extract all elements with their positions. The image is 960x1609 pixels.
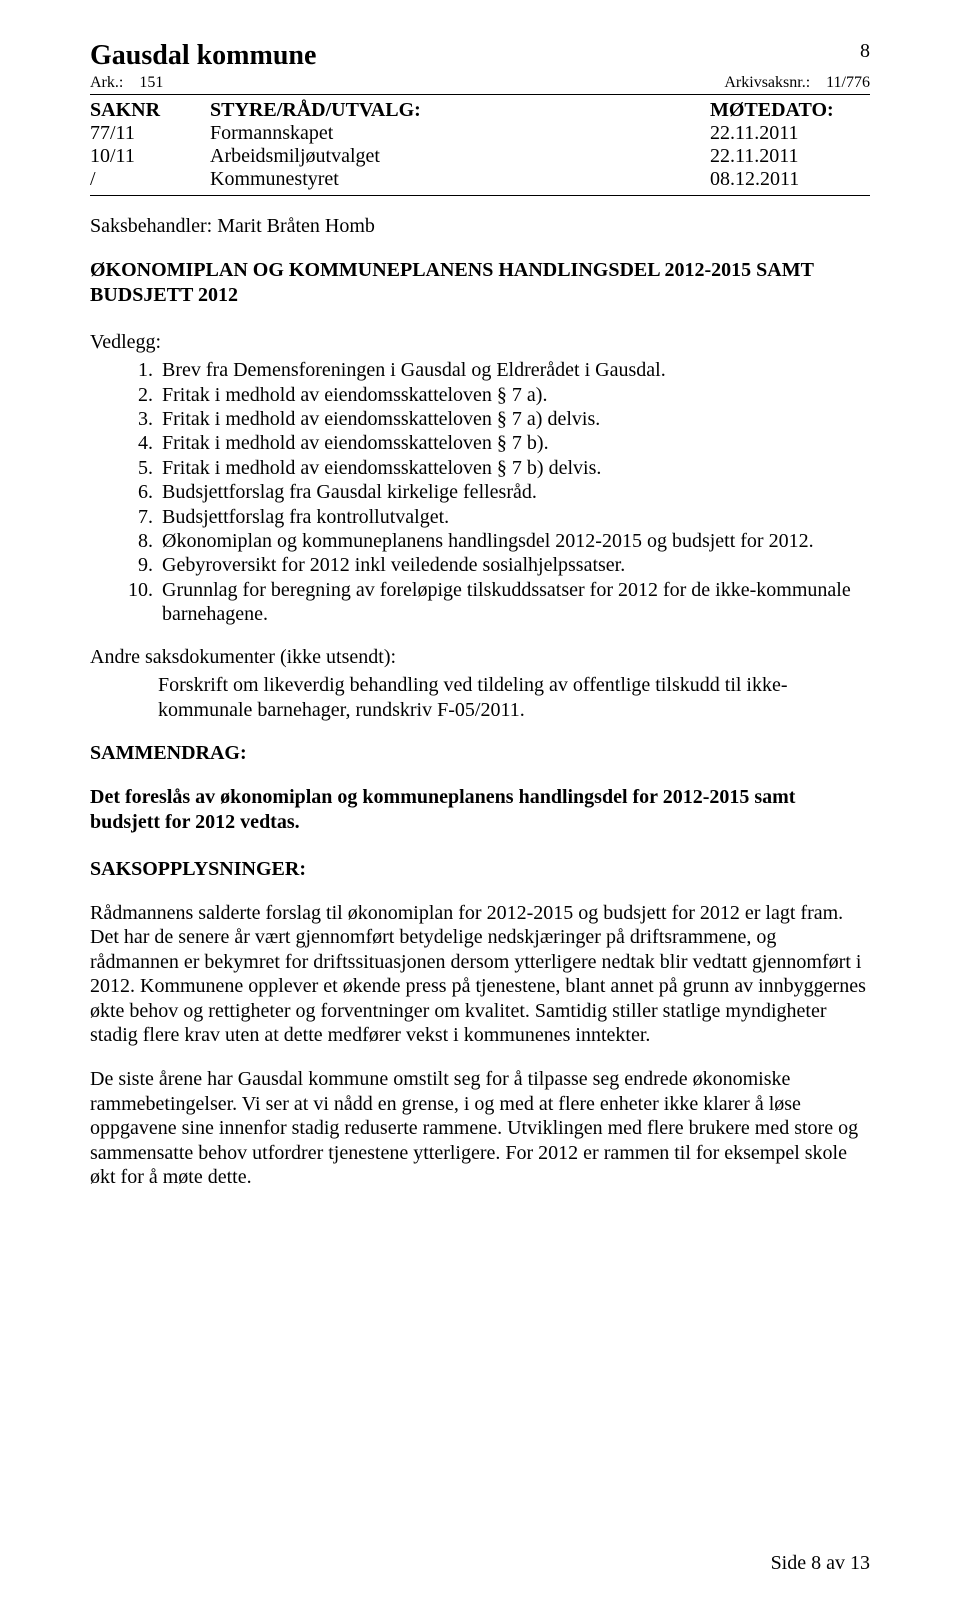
cell-utvalg: Arbeidsmiljøutvalget [210,145,710,168]
saksopplysninger-label: SAKSOPPLYSNINGER: [90,858,870,881]
ark-value: 151 [139,74,163,91]
list-item: Grunnlag for beregning av foreløpige til… [158,578,870,627]
table-row: 10/11 Arbeidsmiljøutvalget 22.11.2011 [90,145,870,168]
page-title: Gausdal kommune [90,40,870,72]
list-item: Budsjettforslag fra Gausdal kirkelige fe… [158,480,870,504]
ark-label: Ark.: [90,74,123,91]
cell-utvalg: Formannskapet [210,122,710,145]
case-table: SAKNR STYRE/RÅD/UTVALG: MØTEDATO: 77/11 … [90,99,870,191]
col-header-utvalg: STYRE/RÅD/UTVALG: [210,99,710,122]
saksopplysninger-p1: Rådmannens salderte forslag til økonomip… [90,901,870,1047]
archive-meta: Ark.: 151 Arkivsaksnr.: 11/776 [90,74,870,92]
table-row: 77/11 Formannskapet 22.11.2011 [90,122,870,145]
list-item: Fritak i medhold av eiendomsskatteloven … [158,456,870,480]
cell-saknr: / [90,168,210,191]
cell-dato: 22.11.2011 [710,122,870,145]
col-header-dato: MØTEDATO: [710,99,870,122]
table-row: / Kommunestyret 08.12.2011 [90,168,870,191]
andre-saksdok-text: Forskrift om likeverdig behandling ved t… [90,673,870,722]
cell-dato: 08.12.2011 [710,168,870,191]
sammendrag-text: Det foreslås av økonomiplan og kommunepl… [90,785,870,834]
list-item: Fritak i medhold av eiendomsskatteloven … [158,383,870,407]
cell-saknr: 77/11 [90,122,210,145]
list-item: Brev fra Demensforeningen i Gausdal og E… [158,358,870,382]
cell-utvalg: Kommunestyret [210,168,710,191]
saksopplysninger-p2: De siste årene har Gausdal kommune omsti… [90,1067,870,1189]
page-number-top: 8 [860,40,870,63]
cell-dato: 22.11.2011 [710,145,870,168]
sammendrag-label: SAMMENDRAG: [90,742,870,765]
page-footer: Side 8 av 13 [771,1552,870,1575]
andre-saksdok-label: Andre saksdokumenter (ikke utsendt): [90,646,870,669]
saksbehandler: Saksbehandler: Marit Bråten Homb [90,214,870,238]
vedlegg-label: Vedlegg: [90,331,870,354]
cell-saknr: 10/11 [90,145,210,168]
divider-top [90,94,870,95]
list-item: Gebyroversikt for 2012 inkl veiledende s… [158,553,870,577]
arkiv-value: 11/776 [826,74,870,91]
vedlegg-list: Brev fra Demensforeningen i Gausdal og E… [90,358,870,626]
list-item: Fritak i medhold av eiendomsskatteloven … [158,431,870,455]
document-main-title: ØKONOMIPLAN OG KOMMUNEPLANENS HANDLINGSD… [90,258,870,307]
arkiv-label: Arkivsaksnr.: [724,74,810,91]
list-item: Økonomiplan og kommuneplanens handlingsd… [158,529,870,553]
divider-bottom [90,195,870,196]
list-item: Budsjettforslag fra kontrollutvalget. [158,505,870,529]
col-header-saknr: SAKNR [90,99,210,122]
list-item: Fritak i medhold av eiendomsskatteloven … [158,407,870,431]
